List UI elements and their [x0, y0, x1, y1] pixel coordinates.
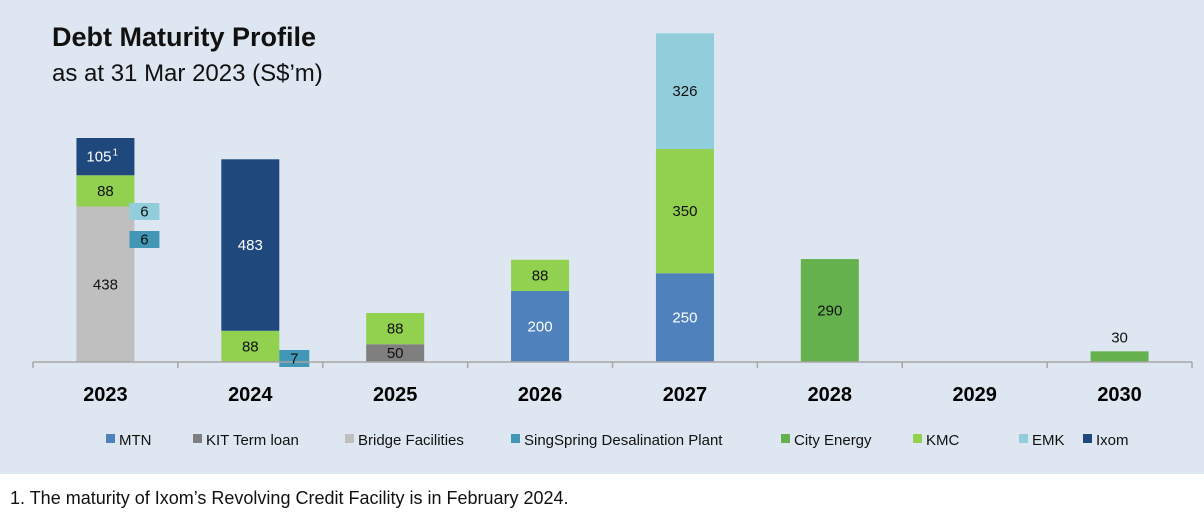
- data-label-mtn-2027: 250: [672, 310, 697, 327]
- data-label-kmc-2024: 88: [242, 338, 259, 355]
- legend-label-ixom: Ixom: [1096, 432, 1129, 449]
- data-label-city-energy-2028: 290: [817, 303, 842, 320]
- x-tick-label-2024: 2024: [228, 384, 273, 406]
- bar-kmc-2023: [76, 175, 135, 207]
- bar-mtn-2026: [511, 291, 570, 362]
- legend-label-mtn: MTN: [119, 432, 152, 449]
- data-label-singspring-desalination-plant-2024: 7: [290, 351, 298, 368]
- data-label-kit-term-loan-2025: 50: [387, 345, 404, 362]
- bar-kmc-2024: [221, 330, 280, 362]
- bar-kmc-2027: [655, 149, 714, 274]
- legend-swatch-bridge-facilities: [345, 434, 354, 443]
- data-label-mtn-2026: 200: [528, 319, 553, 336]
- data-label-bridge-facilities-2023: 438: [93, 276, 118, 293]
- legend-swatch-kmc: [913, 434, 922, 443]
- bar-bridge-facilities-2023: [76, 206, 135, 362]
- bar-city-energy-2028: [800, 259, 859, 362]
- legend-label-kit-term-loan: KIT Term loan: [206, 432, 299, 449]
- data-label-kmc-2023: 88: [97, 183, 114, 200]
- legend-swatch-mtn: [106, 434, 115, 443]
- bar-kmc-2026: [511, 259, 570, 291]
- data-label-city-energy-2030: 30: [1111, 329, 1128, 346]
- data-label-singspring-desalination-plant-2023: 6: [140, 232, 148, 249]
- footnote: 1. The maturity of Ixom’s Revolving Cred…: [10, 488, 569, 508]
- x-tick-label-2030: 2030: [1097, 384, 1142, 406]
- x-tick-label-2026: 2026: [518, 384, 563, 406]
- chart-subtitle: as at 31 Mar 2023 (S$’m): [52, 60, 323, 87]
- data-label-kmc-2025: 88: [387, 321, 404, 338]
- legend-label-singspring-desalination-plant: SingSpring Desalination Plant: [524, 432, 723, 449]
- data-label-emk-2027: 326: [672, 83, 697, 100]
- legend-label-emk: EMK: [1032, 432, 1065, 449]
- legend-label-bridge-facilities: Bridge Facilities: [358, 432, 464, 449]
- legend-swatch-ixom: [1083, 434, 1092, 443]
- chart-svg: 2023 2024 2025 2026 2027 2028 2029 2030 438 88 105…: [32, 33, 1193, 449]
- chart-panel: [0, 0, 1204, 474]
- legend-swatch-singspring-desalination-plant: [511, 434, 520, 443]
- bar-ixom-2023: [76, 137, 135, 176]
- legend-label-city-energy: City Energy: [794, 432, 872, 449]
- data-label-kmc-2027: 350: [672, 203, 697, 220]
- legend-swatch-kit-term-loan: [193, 434, 202, 443]
- x-tick-label-2028: 2028: [808, 384, 853, 406]
- legend-swatch-city-energy: [781, 434, 790, 443]
- bar-kmc-2025: [366, 313, 425, 345]
- bar-city-energy-2030: [1090, 351, 1149, 362]
- x-tick-label-2023: 2023: [83, 384, 128, 406]
- bar-emk-2027: [655, 33, 714, 149]
- box-singspring-desalination-plant-2023: [129, 231, 160, 248]
- legend-swatch-emk: [1019, 434, 1028, 443]
- x-tick-label-2027: 2027: [663, 384, 708, 406]
- data-label-emk-2023: 6: [140, 204, 148, 221]
- legend-label-kmc: KMC: [926, 432, 960, 449]
- bar-ixom-2024: [221, 159, 280, 331]
- box-emk-2023: [129, 203, 160, 220]
- data-label-footnote-marker: 1: [112, 148, 118, 159]
- x-tick-label-2029: 2029: [952, 384, 997, 406]
- data-label-ixom-2023: 105: [86, 149, 111, 166]
- bar-kit-term-loan-2025: [366, 344, 425, 362]
- chart-title: Debt Maturity Profile: [52, 22, 317, 52]
- data-label-ixom-2024: 483: [238, 237, 263, 254]
- bar-mtn-2027: [655, 273, 714, 362]
- x-tick-label-2025: 2025: [373, 384, 418, 406]
- data-label-kmc-2026: 88: [532, 267, 549, 284]
